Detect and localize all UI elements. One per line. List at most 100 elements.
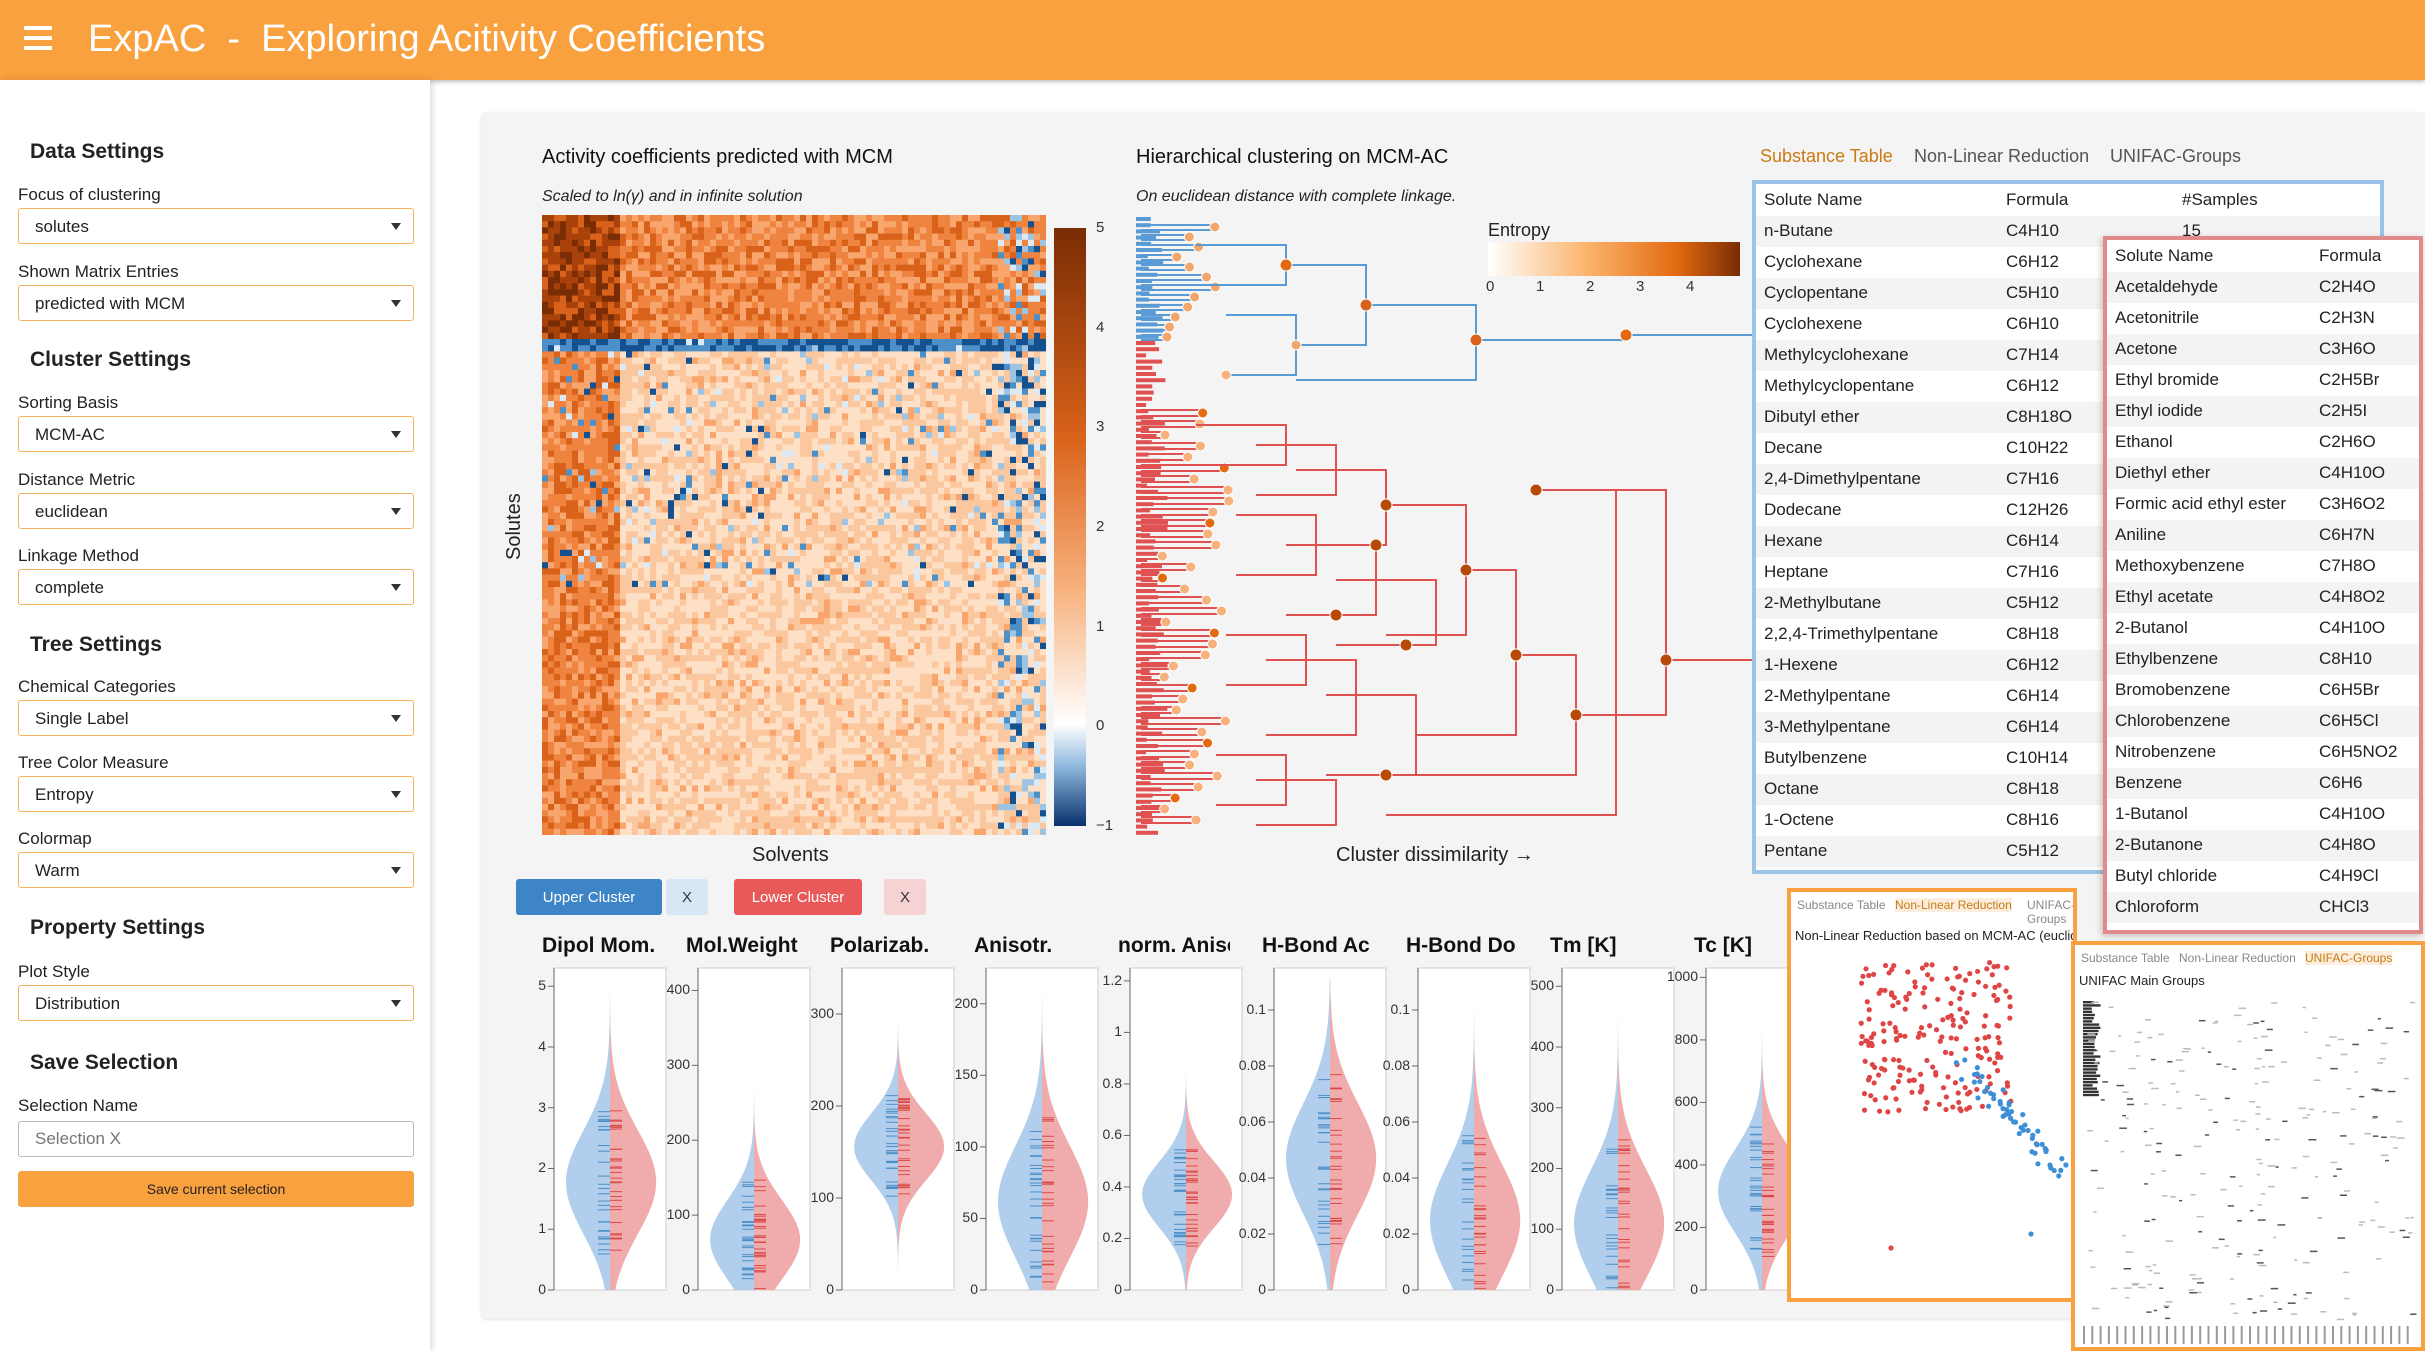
tab-substance-table[interactable]: Substance Table (1760, 146, 1893, 166)
mini-tab-non-linear-reduction[interactable]: Non-Linear Reduction (1895, 898, 2012, 912)
table-row[interactable]: Diethyl ether C4H10O (2107, 458, 2419, 489)
cell-solute-name: Ethylbenzene (2115, 649, 2219, 668)
header-formula[interactable]: Formula (2006, 190, 2069, 209)
table-row[interactable]: Butyl chloride C4H9Cl (2107, 861, 2419, 892)
table-row[interactable]: 2-Butanol C4H10O (2107, 613, 2419, 644)
table-row[interactable]: Acetaldehyde C2H4O (2107, 272, 2419, 303)
focus-select[interactable]: solutes (18, 208, 414, 244)
table-row[interactable]: n-Butane C4H10 15 (1756, 216, 2380, 247)
cell-formula: C6H12 (2006, 252, 2059, 271)
table-row[interactable]: Ethyl iodide C2H5I (2107, 396, 2419, 427)
app-title: ExpAC - Exploring Acitivity Coefficients (88, 18, 766, 60)
section-save-selection: Save Selection (30, 1051, 179, 1074)
non-linear-scatter[interactable] (1791, 942, 2073, 1298)
tree-color-select[interactable]: Entropy (18, 776, 414, 812)
property-tick: 100 (954, 1137, 978, 1154)
property-violin-plot[interactable] (940, 958, 1100, 1298)
cell-formula: C7H16 (2006, 562, 2059, 581)
header-solute-name[interactable]: Solute Name (2115, 246, 2214, 265)
property-tick: 50 (962, 1209, 978, 1226)
table-row[interactable]: Nitrobenzene C6H5NO2 (2107, 737, 2419, 768)
mini-tab-unifac-groups[interactable]: UNIFAC-Groups (2027, 898, 2075, 926)
property-violin-plot[interactable] (796, 958, 956, 1298)
property-tick: 0.06 (1238, 1113, 1266, 1129)
table-row[interactable]: Chlorobenzene C6H5Cl (2107, 706, 2419, 737)
property-tick: 200 (1674, 1218, 1698, 1235)
table-row[interactable]: Ethylbenzene C8H10 (2107, 644, 2419, 675)
table-row[interactable]: Aniline C6H7N (2107, 520, 2419, 551)
table-row[interactable]: Butylbenzene C10H14 (1756, 743, 2380, 774)
cell-solute-name: Nitrobenzene (2115, 742, 2217, 761)
mini-tab-unifac-groups[interactable]: UNIFAC-Groups (2305, 951, 2393, 965)
cell-formula: C8H18O (2006, 407, 2073, 426)
upper-cluster-button[interactable]: Upper Cluster (516, 879, 662, 915)
header-solute-name[interactable]: Solute Name (1764, 190, 1863, 209)
table-row[interactable]: Acetone C3H6O (2107, 334, 2419, 365)
cell-formula: C8H18 (2006, 779, 2059, 798)
table-row[interactable]: Ethyl bromide C2H5Br (2107, 365, 2419, 396)
property-violin-plot[interactable] (1372, 958, 1532, 1298)
cell-formula: C4H10 (2006, 221, 2059, 240)
property-tick: 150 (954, 1066, 978, 1083)
non-linear-reduction-panel: Substance Table Non-Linear Reduction UNI… (1787, 888, 2077, 1302)
cell-solute-name: Bromobenzene (2115, 680, 2231, 699)
plot-style-select[interactable]: Distribution (18, 985, 414, 1021)
cell-formula: C2H3N (2319, 308, 2375, 327)
menu-icon[interactable] (24, 26, 52, 50)
table-row[interactable]: Decane C10H22 (1756, 433, 2380, 464)
header-samples[interactable]: #Samples (2182, 190, 2258, 209)
table-row[interactable]: Methoxybenzene C7H8O (2107, 551, 2419, 582)
table-row[interactable]: Ethyl acetate C4H8O2 (2107, 582, 2419, 613)
table-row[interactable]: 1-Octene C8H16 (1756, 805, 2380, 836)
table-row[interactable]: Chloroform CHCl3 (2107, 892, 2419, 923)
unifac-matrix[interactable] (2075, 991, 2421, 1347)
cell-solute-name: Ethyl bromide (2115, 370, 2219, 389)
property-violin-plot[interactable] (1084, 958, 1244, 1298)
cluster-dendrogram[interactable] (1136, 215, 1756, 840)
table-row[interactable]: Dodecane C12H26 (1756, 495, 2380, 526)
distance-select[interactable]: euclidean (18, 493, 414, 529)
sorting-select[interactable]: MCM-AC (18, 416, 414, 452)
property-violin-plot[interactable] (508, 958, 668, 1298)
table-row[interactable]: Methylcyclopentane C6H12 (1756, 371, 2380, 402)
activity-heatmap[interactable] (542, 215, 1046, 835)
table-row[interactable]: Acetonitrile C2H3N (2107, 303, 2419, 334)
property-violin-plot[interactable] (652, 958, 812, 1298)
table-row[interactable]: Ethanol C2H6O (2107, 427, 2419, 458)
tab-unifac-groups[interactable]: UNIFAC-Groups (2110, 146, 2242, 166)
table-row[interactable]: 1-Butanol C4H10O (2107, 799, 2419, 830)
colormap-select[interactable]: Warm (18, 852, 414, 888)
mini-tab-substance-table[interactable]: Substance Table (1797, 898, 1886, 912)
chem-categories-select[interactable]: Single Label (18, 700, 414, 736)
linkage-value: complete (35, 578, 104, 597)
table-row[interactable]: Formic acid ethyl ester C3H6O2 (2107, 489, 2419, 520)
cell-formula: C4H10O (2319, 804, 2386, 823)
header-formula[interactable]: Formula (2319, 246, 2382, 265)
mini-tab-non-linear-reduction[interactable]: Non-Linear Reduction (2179, 951, 2296, 965)
table-row[interactable]: Cyclohexene C6H10 (1756, 309, 2380, 340)
cell-solute-name: Cyclopentane (1764, 283, 1868, 302)
upper-cluster-remove-button[interactable]: X (666, 879, 708, 915)
table-row[interactable]: Benzene C6H6 (2107, 768, 2419, 799)
property-violin-plot[interactable] (1516, 958, 1676, 1298)
table-row[interactable]: 2,2,4-Trimethylpentane C8H18 (1756, 619, 2380, 650)
property-tick: 0 (1402, 1281, 1410, 1297)
cell-formula: C12H26 (2006, 500, 2069, 519)
table-row[interactable]: Heptane C7H16 (1756, 557, 2380, 588)
lower-cluster-button[interactable]: Lower Cluster (734, 879, 862, 915)
colorbar-tick: −1 (1096, 817, 1114, 834)
save-selection-button[interactable]: Save current selection (18, 1171, 414, 1207)
table-row[interactable]: 2-Methylpentane C6H14 (1756, 681, 2380, 712)
shown-entries-value: predicted with MCM (35, 294, 186, 313)
table-row[interactable]: 2-Butanone C4H8O (2107, 830, 2419, 861)
mini-tab-substance-table[interactable]: Substance Table (2081, 951, 2170, 965)
dendrogram-xlabel: Cluster dissimilarity → (1336, 844, 1534, 866)
selection-name-input[interactable] (18, 1121, 414, 1157)
lower-cluster-remove-button[interactable]: X (884, 879, 926, 915)
linkage-select[interactable]: complete (18, 569, 414, 605)
table-row[interactable]: Bromobenzene C6H5Br (2107, 675, 2419, 706)
shown-entries-select[interactable]: predicted with MCM (18, 285, 414, 321)
tab-non-linear-reduction[interactable]: Non-Linear Reduction (1914, 146, 2090, 166)
property-violin-plot[interactable] (1228, 958, 1388, 1298)
table-row[interactable]: Cyclohexane C6H12 (1756, 247, 2380, 278)
